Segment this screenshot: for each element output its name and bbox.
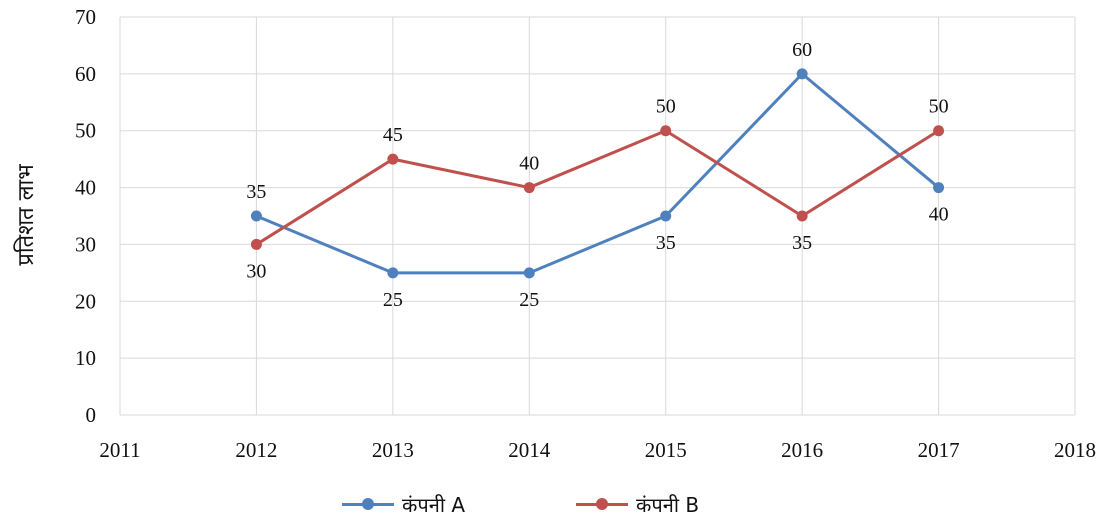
series-line-1 (255, 129, 940, 246)
data-label-series0-2016: 60 (792, 39, 812, 61)
data-label-series0-2017: 40 (929, 204, 949, 226)
data-point-series1-2013 (387, 153, 399, 165)
y-axis-ticks: 0 10 20 30 40 50 60 70 (75, 5, 96, 427)
data-point-series0-2017 (933, 182, 945, 194)
data-point-series1-2012 (250, 238, 262, 250)
y-tick-label-10: 10 (75, 346, 96, 370)
x-tick-label-2016: 2016 (781, 438, 823, 462)
y-tick-label-60: 60 (75, 62, 96, 86)
y-tick-label-50: 50 (75, 119, 96, 143)
legend-swatch-company-a (342, 494, 394, 514)
y-tick-label-30: 30 (75, 232, 96, 256)
data-point-series0-2016 (796, 68, 808, 80)
y-axis-label: प्रतिशत लाभ (13, 164, 39, 266)
x-tick-label-2015: 2015 (645, 438, 687, 462)
data-label-series1-2014: 40 (519, 153, 539, 175)
data-label-series1-2017: 50 (929, 96, 949, 118)
x-axis-ticks: 2011 2012 2013 2014 2015 2016 2017 2018 (99, 438, 1096, 462)
chart-legend: कंपनी A कंपनी B (0, 484, 1105, 524)
series-line-0 (255, 72, 940, 275)
y-tick-label-0: 0 (86, 403, 97, 427)
x-tick-label-2013: 2013 (372, 438, 414, 462)
data-point-series1-2017 (933, 125, 945, 137)
data-label-series0-2015: 35 (656, 232, 676, 254)
legend-item-company-a: कंपनी A (342, 484, 465, 524)
x-tick-label-2018: 2018 (1054, 438, 1096, 462)
y-tick-label-40: 40 (75, 176, 96, 200)
legend-swatch-company-b (576, 494, 628, 514)
y-tick-label-70: 70 (75, 5, 96, 29)
data-label-series1-2012: 30 (246, 260, 266, 282)
data-label-series0-2012: 35 (246, 181, 266, 203)
data-point-series0-2014 (523, 267, 535, 279)
y-tick-label-20: 20 (75, 289, 96, 313)
chart-series: 35 25 25 35 60 40 30 45 40 50 35 50 (246, 39, 948, 311)
line-chart: 0 10 20 30 40 50 60 70 2011 2012 2013 2014 2015 2016… (13, 5, 1096, 462)
data-point-series0-2015 (660, 210, 672, 222)
x-tick-label-2017: 2017 (918, 438, 960, 462)
legend-label-company-b: कंपनी B (636, 492, 700, 517)
data-point-series1-2016 (796, 210, 808, 222)
data-point-series1-2015 (660, 125, 672, 137)
legend-label-company-a: कंपनी A (402, 492, 466, 517)
x-tick-label-2012: 2012 (235, 438, 277, 462)
x-tick-label-2011: 2011 (99, 438, 140, 462)
data-label-series1-2015: 50 (656, 96, 676, 118)
x-tick-label-2014: 2014 (508, 438, 551, 462)
data-point-series0-2012 (250, 210, 262, 222)
data-label-series0-2014: 25 (519, 289, 539, 311)
legend-item-company-b: कंपनी B (576, 484, 699, 524)
data-point-series1-2014 (523, 182, 535, 194)
data-point-series0-2013 (387, 267, 399, 279)
data-label-series1-2016: 35 (792, 232, 812, 254)
data-label-series1-2013: 45 (383, 124, 403, 146)
data-label-series0-2013: 25 (383, 289, 403, 311)
